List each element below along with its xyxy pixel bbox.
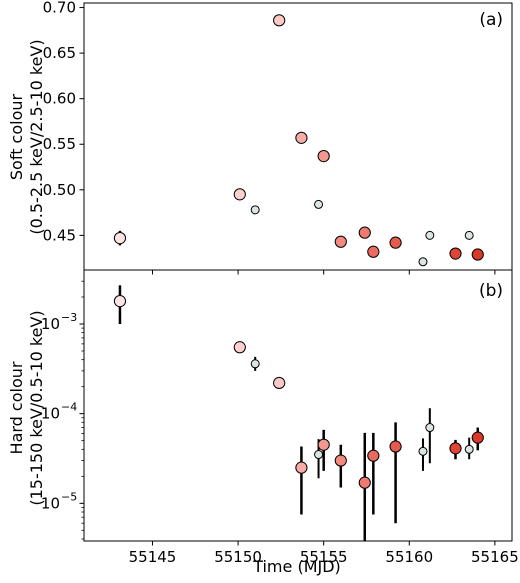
data-point [418,257,428,267]
data-point [295,131,308,144]
data-point [273,376,286,390]
panel-a-ylabel-line2: (0.5-2.5 keV/2.5-10 keV) [27,39,46,234]
y-tick-exponent: −3 [61,311,77,324]
data-point [314,450,324,460]
data-point [113,232,127,245]
panel-b-label: (b) [479,281,503,301]
x-tick-label: 55155 [300,548,348,566]
y-tick-label: 10 [41,315,60,333]
y-tick-label: 0.70 [43,0,76,17]
panel-a-ylabel-line1: Soft colour [7,93,26,180]
y-tick-label: 0.50 [43,181,76,199]
data-point [273,14,286,27]
y-tick-exponent: −4 [61,401,77,414]
data-point [471,248,484,261]
plot-frame [83,269,513,542]
data-point [233,341,246,354]
data-points [113,285,484,541]
data-points [113,14,484,267]
y-tick-label: 0.45 [43,226,76,244]
data-point [389,236,402,249]
x-tick-label: 55160 [385,548,433,566]
data-point [367,449,380,462]
x-tick-label: 55150 [214,548,262,566]
y-tick-exponent: −5 [61,490,77,503]
data-point [464,444,474,454]
y-tick-label: 0.55 [43,135,76,153]
data-point [425,423,435,433]
data-point [358,476,371,489]
data-point [367,245,380,258]
data-point [334,454,347,467]
x-tick-label: 55165 [471,548,519,566]
data-point [317,149,330,163]
y-tick-label: 0.65 [43,44,76,62]
y-tick-label: 10 [41,405,60,423]
panel-b-ylabel-line1: Hard colour [7,361,26,454]
data-point [295,461,308,474]
panel-a: 0.45 0.50 0.55 0.60 0.65 0.70 [43,0,513,275]
panel-a-label: (a) [479,10,503,30]
y-tick-label: 0.60 [43,90,76,108]
data-point [449,247,462,260]
data-point [250,205,260,215]
data-point [314,199,324,209]
data-point [317,438,330,451]
data-point [418,446,428,456]
data-point [389,440,402,453]
data-point [358,226,371,239]
data-point [233,188,246,201]
data-point [449,442,462,455]
data-point [464,230,474,240]
data-point [425,230,435,240]
y-tick-label: 10 [41,494,60,512]
data-point [113,294,127,308]
x-axis-label: Time (MJD) [252,557,341,576]
data-point [334,235,347,248]
data-point [471,431,484,444]
x-tick-label: 55145 [129,548,177,566]
panel-b-ylabel-line2: (15-150 keV/0.5-10 keV) [27,310,46,505]
data-point [250,359,260,369]
